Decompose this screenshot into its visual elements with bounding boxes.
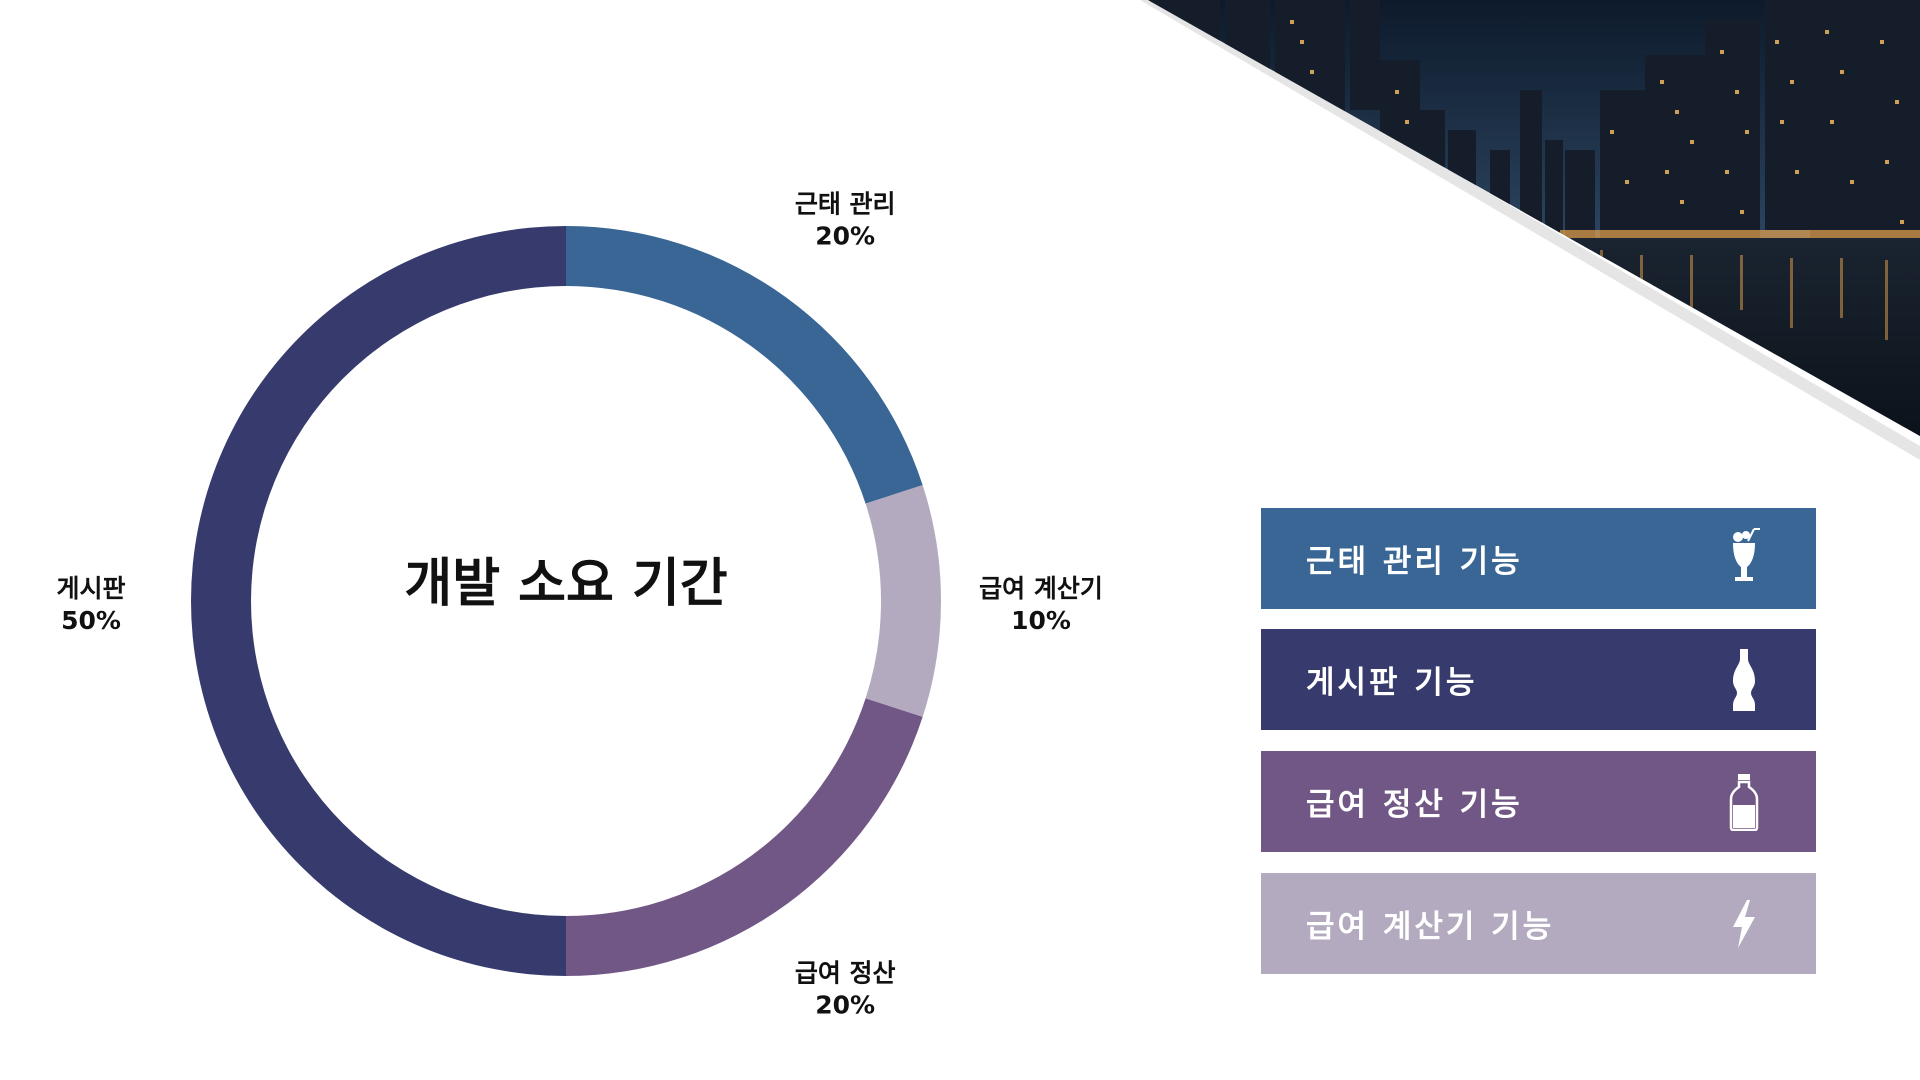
slice-name-label: 근태 관리	[795, 190, 896, 219]
slice-label: 근태 관리 20%	[795, 190, 896, 251]
donut-slice	[566, 698, 923, 976]
legend-item-board: 게시판 기능	[1261, 629, 1816, 730]
legend-item-calculator: 급여 계산기 기능	[1261, 873, 1816, 974]
donut-slice	[865, 485, 942, 717]
slice-value-label: 50%	[61, 606, 121, 635]
soda-bottle-icon	[1714, 640, 1774, 720]
cocktail-glass-icon	[1714, 519, 1774, 599]
legend-label: 급여 정산 기능	[1306, 787, 1523, 823]
slice-value-label: 10%	[1011, 606, 1071, 635]
legend-label: 근태 관리 기능	[1306, 544, 1523, 580]
donut-slices	[191, 226, 942, 976]
slice-name-label: 게시판	[56, 574, 125, 603]
slice-label: 급여 계산기 10%	[979, 574, 1103, 635]
slice-name-label: 급여 정산	[795, 958, 896, 987]
slice-labels: 근태 관리 20% 급여 계산기 10% 급여 정산 20% 게시판 50%	[56, 190, 1102, 1020]
slice-label: 게시판 50%	[56, 574, 125, 635]
donut-slice	[566, 226, 923, 504]
slice-name-label: 급여 계산기	[979, 574, 1103, 603]
legend-label: 게시판 기능	[1306, 665, 1478, 701]
legend-item-attendance: 근태 관리 기능	[1261, 508, 1816, 609]
legend-label: 급여 계산기 기능	[1306, 909, 1555, 945]
lightning-bolt-icon	[1714, 884, 1774, 964]
milk-bottle-icon	[1714, 762, 1774, 842]
slice-value-label: 20%	[815, 990, 875, 1019]
slice-value-label: 20%	[815, 222, 875, 251]
slice-label: 급여 정산 20%	[795, 958, 896, 1019]
chart-title: 개발 소요 기간	[404, 554, 727, 614]
legend-item-settlement: 급여 정산 기능	[1261, 751, 1816, 852]
donut-slice	[191, 226, 566, 976]
